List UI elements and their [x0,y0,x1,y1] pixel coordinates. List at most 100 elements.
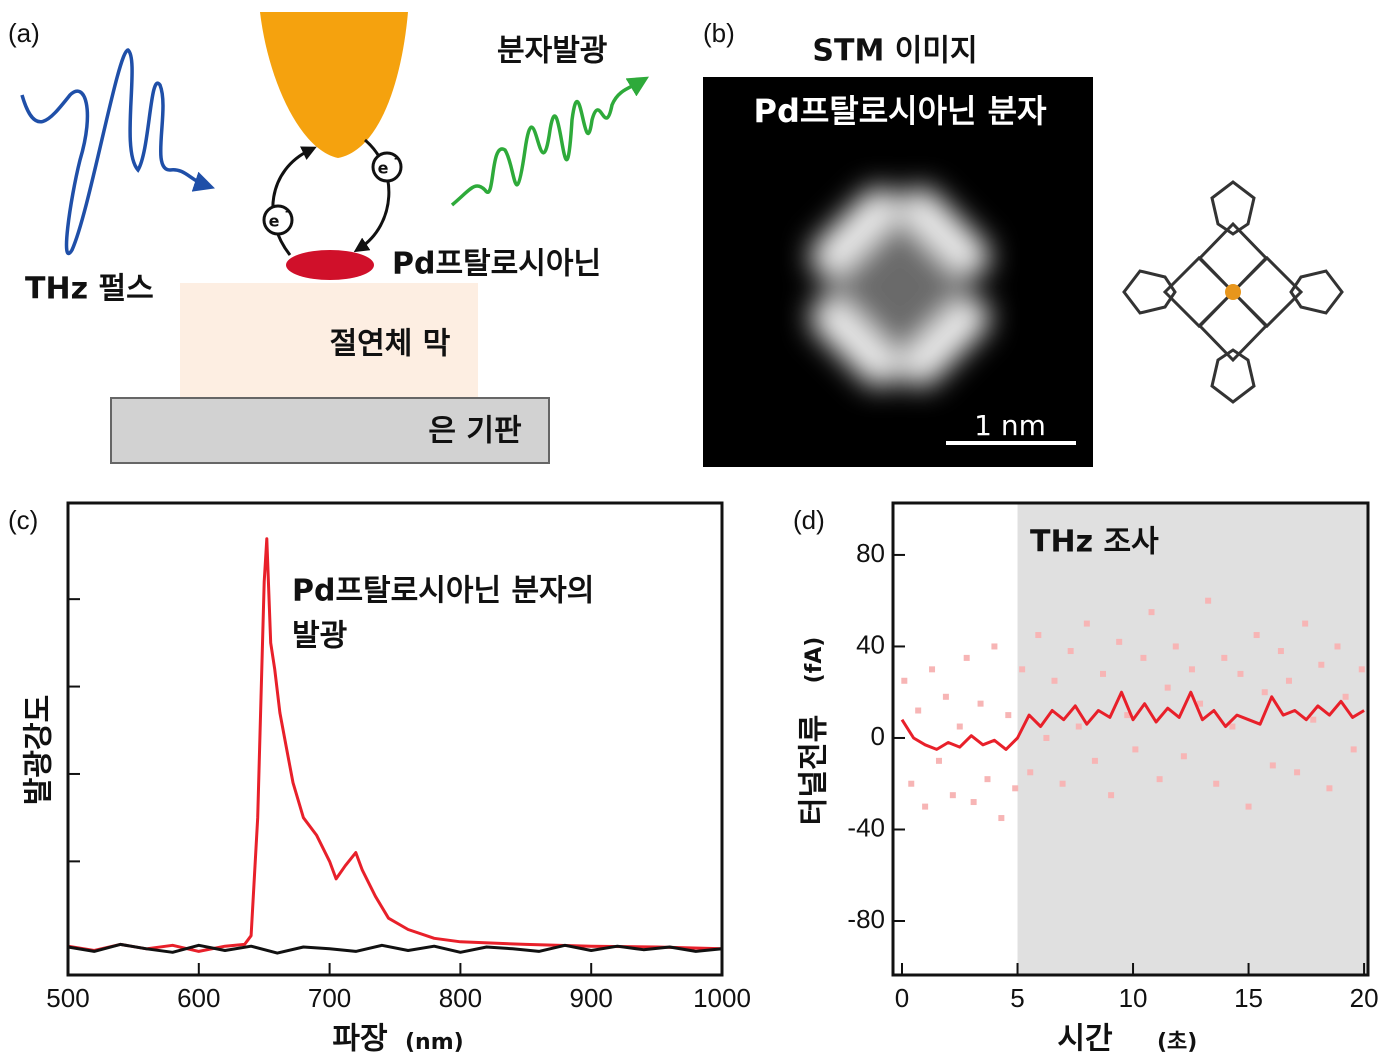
substrate-label: 은 기판 [428,414,522,449]
scatter-point [1140,655,1146,661]
scatter-point [1012,785,1018,791]
x-tick-label: 600 [177,983,220,1013]
scatter-point [1326,785,1332,791]
scatter-point [1092,758,1098,764]
scatter-point [1189,666,1195,672]
scatter-point [1294,769,1300,775]
scatter-point [1165,685,1171,691]
x-axis-label: 파장 [332,1022,388,1057]
y-tick-label: 40 [856,629,885,659]
scatter-point [978,701,984,707]
x-tick-label: 0 [895,983,909,1013]
scatter-point [1132,746,1138,752]
scatter-point [1005,712,1011,718]
x-tick-label: 900 [570,983,613,1013]
shaded-region [1018,503,1368,975]
thz-pulse [22,50,205,254]
stm-tip [260,12,408,158]
x-tick-label: 500 [46,983,89,1013]
scatter-point [1310,717,1316,723]
scatter-point [1108,792,1114,798]
scatter-point [950,792,956,798]
scatter-point [971,799,977,805]
molecule [286,250,374,280]
scatter-point [936,758,942,764]
scatter-point [1270,762,1276,768]
x-tick-label: 800 [439,983,482,1013]
scatter-point [1027,769,1033,775]
y-axis-label: 터널전류 [797,715,832,825]
scatter-point [1205,598,1211,604]
scatter-point [964,655,970,661]
molecule-label: Pd프탈로시아닌 [392,247,601,282]
scatter-point [901,678,907,684]
emission-label: 분자발광 [497,34,607,69]
scatter-point [908,781,914,787]
electron-charge: - [394,152,399,165]
scatter-point [1149,609,1155,615]
scatter-point [1351,746,1357,752]
scatter-point [1359,666,1365,672]
electron-charge: - [285,205,290,218]
scatter-point [943,694,949,700]
scale-bar-label: 1 nm [974,409,1046,442]
scatter-point [1213,781,1219,787]
electron-path [273,150,310,255]
x-axis-unit: (초) [1157,1030,1197,1055]
annotation: Pd프탈로시아닌 분자의 [292,574,594,609]
scatter-point [1254,632,1260,638]
x-tick-label: 700 [308,983,351,1013]
panel-title: STM 이미지 [812,34,977,69]
y-tick-label: 0 [871,721,885,751]
scatter-point [1173,643,1179,649]
y-axis-label: 발광강도 [22,695,57,805]
pd-atom [1225,284,1241,300]
y-tick-label: -80 [847,904,885,934]
x-tick-label: 1000 [693,983,751,1013]
scatter-point [929,666,935,672]
scatter-point [1157,776,1163,782]
scatter-point [998,815,1004,821]
electron-label: e [378,159,389,178]
figure: (a) e - e - THz 펄스 분자발광 Pd프탈로시아닌 절연체 막 은… [0,0,1398,1061]
annotation: 발광 [292,619,347,654]
scatter-point [1060,781,1066,787]
pulse-label: THz 펄스 [25,272,154,307]
annotation: THz 조사 [1030,525,1159,560]
scatter-point [1335,643,1341,649]
panel-label: (d) [793,505,825,535]
emission-wave [452,82,640,205]
scatter-point [922,804,928,810]
image-caption: Pd프탈로시아닌 분자 [753,92,1047,130]
scatter-point [1318,662,1324,668]
panel-label: (a) [8,18,40,48]
y-axis-unit: (fA) [802,637,827,684]
scatter-point [1035,632,1041,638]
panel-label: (b) [703,18,735,48]
scatter-point [1051,678,1057,684]
y-tick-label: 80 [856,538,885,568]
x-tick-label: 15 [1234,983,1263,1013]
scatter-point [984,776,990,782]
scatter-point [915,708,921,714]
x-axis-unit: (nm) [405,1030,464,1055]
scatter-point [1229,724,1235,730]
insulator-label: 절연체 막 [330,327,451,362]
scatter-point [1100,671,1106,677]
panel-a: (a) e - e - THz 펄스 분자발광 Pd프탈로시아닌 절연체 막 은… [8,12,640,463]
x-tick-label: 10 [1119,983,1148,1013]
scatter-point [1221,655,1227,661]
scatter-point [1246,804,1252,810]
scatter-point [1084,621,1090,627]
scatter-point [1286,678,1292,684]
electron-label: e [269,212,280,231]
scatter-point [1068,648,1074,654]
x-axis-label: 시간 [1057,1022,1113,1057]
scatter-point [1043,735,1049,741]
scatter-point [1237,671,1243,677]
scatter-point [1262,689,1268,695]
panel-label: (c) [8,505,38,535]
scatter-point [1181,753,1187,759]
scatter-point [1343,694,1349,700]
